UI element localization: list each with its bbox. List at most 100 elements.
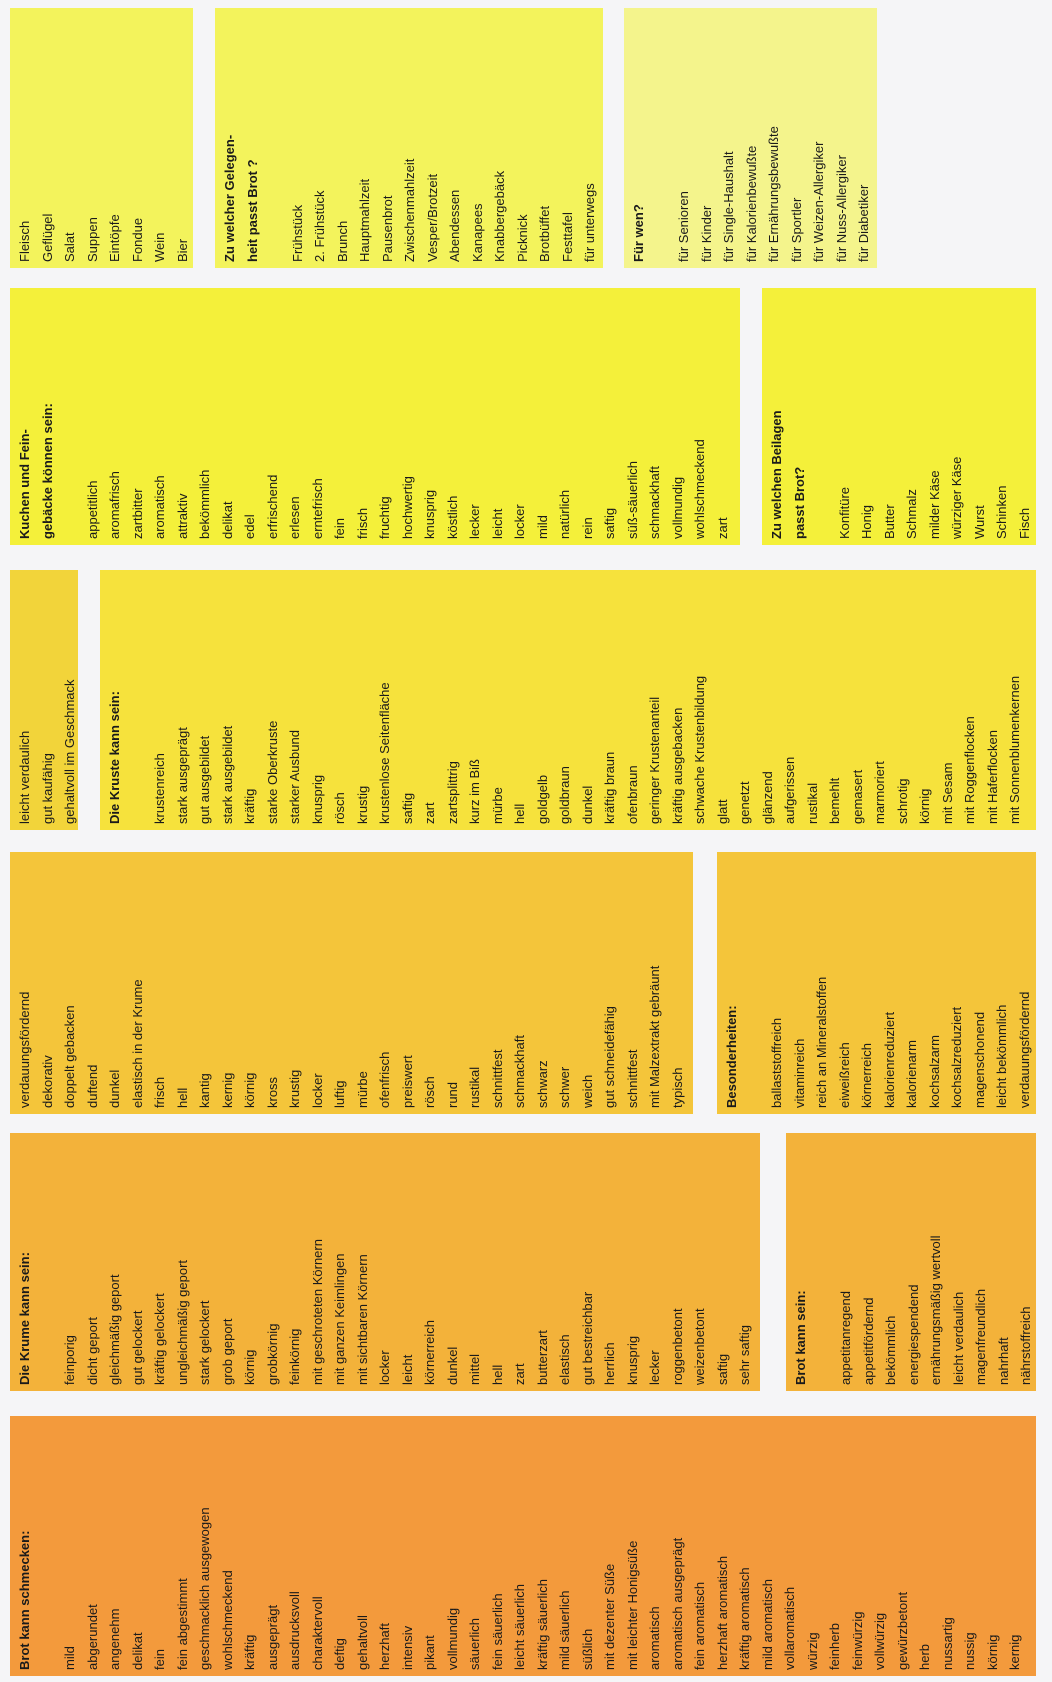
spacer [264, 14, 287, 262]
spacer [651, 14, 674, 262]
list-item: körnig [917, 788, 932, 824]
list-item: elastisch [557, 1334, 572, 1385]
list-item: intensiv [399, 1625, 415, 1670]
list-item: leicht [489, 508, 505, 539]
list-item: Vesper/Brotzeit [424, 173, 440, 262]
list-item: energiespendend [905, 1284, 921, 1385]
list-item: gut kaufähig [39, 753, 55, 824]
list-item: zartsplittrig [444, 761, 460, 824]
list-item: herb [917, 1643, 932, 1670]
list-item: elastisch in der Krume [129, 979, 145, 1108]
list-item: Hauptmahlzeit [357, 178, 372, 262]
list-item: nährstoffreich [1018, 1306, 1033, 1385]
card-heading: Brot kann sein: [793, 1290, 808, 1385]
card-for-whom: Für wen? für Senioren für Kinder für Single… [624, 8, 877, 268]
list-item: für Diabetiker [856, 184, 871, 262]
card-heading: Die Kruste kann sein: [107, 691, 122, 824]
list-item: rustikal [467, 1066, 482, 1108]
list-item: für Weizen-Allergiker [811, 141, 826, 262]
list-item: appetitlich [84, 480, 100, 539]
list-item: duftend [84, 1064, 100, 1108]
list-item: marmoriert [872, 761, 887, 824]
list-item: Schmalz [904, 489, 919, 539]
list-item: erfrischend [264, 474, 280, 539]
list-item: hell [512, 803, 527, 824]
list-item: würziger Käse [949, 456, 964, 539]
list-item: schwarz [534, 1060, 550, 1108]
card-crumb: Die Krume kann sein: feinporig dicht gepor… [10, 1133, 760, 1391]
list-item: attraktiv [174, 493, 190, 539]
list-item: mit Haferflocken [984, 730, 1000, 824]
list-item: ofenfrisch [377, 1051, 392, 1108]
list-item: vollmundig [669, 476, 685, 539]
card-content: Zu welchen Beilagen passt Brot? Konfitüre H… [762, 288, 1036, 545]
list-item: ausdrucksvoll [287, 1591, 302, 1670]
list-item: mit leichter Honigsüße [624, 1540, 640, 1670]
list-item: delikat [219, 501, 235, 539]
list-item: lecker [467, 504, 482, 539]
list-item: Fleisch [17, 220, 32, 262]
list-item: doppelt gebacken [62, 1005, 77, 1108]
list-item: magenfreundlich [973, 1288, 988, 1385]
card-specials: Besonderheiten: ballaststoffreich vitaminr… [717, 852, 1036, 1114]
list-item: Eintöpfe [107, 214, 122, 262]
list-item: saftig [714, 1353, 730, 1385]
spacer [127, 576, 150, 824]
card-heading: Zu welcher Gelegen- [222, 134, 237, 262]
card-misc-short: leicht verdaulich gut kaufähig gehaltvoll … [10, 570, 78, 830]
list-item: leicht verdaulich [17, 730, 32, 824]
list-item: kurz im Biß [467, 759, 482, 824]
list-item: lecker [647, 1350, 662, 1385]
card-heading: gebäcke können sein: [39, 403, 55, 539]
list-item: süßlich [579, 1628, 595, 1670]
list-item: locker [512, 504, 527, 539]
list-item: körnerreich [859, 1042, 874, 1108]
list-item: natürlich [557, 489, 572, 539]
list-item: 2. Frühstück [312, 190, 327, 262]
list-item: kochsalzarm [926, 1035, 942, 1108]
list-item: Pausenbrot [379, 195, 395, 263]
list-item: dunkel [107, 1069, 122, 1108]
list-item: magenschonend [971, 1011, 987, 1108]
list-item: typisch [669, 1067, 685, 1108]
card-heading: passt Brot? [791, 466, 807, 539]
list-item: zart [512, 1363, 527, 1385]
list-item: frisch [152, 1076, 167, 1108]
list-item: grobkörnig [264, 1323, 280, 1385]
list-item: weich [579, 1074, 595, 1108]
list-item: für unterwegs [582, 183, 597, 262]
list-item: genetzt [737, 781, 752, 824]
list-item: Brotbüffet [537, 205, 552, 262]
list-item: kräftig aromatisch [737, 1567, 752, 1670]
list-item: knusprig [309, 774, 325, 824]
list-item: hell [174, 1087, 190, 1108]
list-item: Brunch [334, 220, 350, 262]
list-item: kantig [197, 1073, 212, 1108]
list-item: mit sichtbaren Körnern [354, 1254, 370, 1385]
list-item: köstlich [444, 495, 460, 539]
list-item: kräftig braun [602, 751, 617, 824]
card-crust: Die Kruste kann sein: krustenreich stark a… [100, 570, 1036, 830]
card-content: Fleisch Geflügel Salat Suppen Eintöpfe Fondue… [10, 8, 193, 268]
list-item: stark ausgebildet [219, 725, 235, 824]
list-item: saftig [602, 507, 617, 539]
card-content: Die Krume kann sein: feinporig dicht gepor… [10, 1133, 760, 1391]
card-taste: Brot kann schmecken: mild abgerundet angene… [10, 1416, 1036, 1676]
list-item: kräftig [242, 1634, 257, 1670]
card-content: Besonderheiten: ballaststoffreich vitaminr… [717, 852, 1036, 1114]
card-accompaniments: Fleisch Geflügel Salat Suppen Eintöpfe Fondue… [10, 8, 193, 268]
card-content: leicht verdaulich gut kaufähig gehaltvoll … [10, 570, 78, 830]
list-item: ofenbraun [624, 765, 640, 824]
list-item: roggenbetont [669, 1308, 685, 1385]
card-content: verdauungsfördernd dekorativ doppelt gebac… [10, 852, 693, 1114]
list-item: gleichmäßig geport [107, 1274, 122, 1385]
list-item: aromatisch [647, 1606, 662, 1670]
list-item: wohlschmeckend [692, 439, 707, 539]
list-item: bemehlt [827, 777, 842, 824]
list-item: hell [489, 1364, 505, 1385]
list-item: appetitanregend [838, 1291, 853, 1385]
list-item: mürbe [354, 1071, 370, 1108]
list-item: preiswert [399, 1055, 415, 1108]
list-item: delikat [129, 1632, 145, 1670]
list-item: vollwürzig [872, 1612, 887, 1670]
